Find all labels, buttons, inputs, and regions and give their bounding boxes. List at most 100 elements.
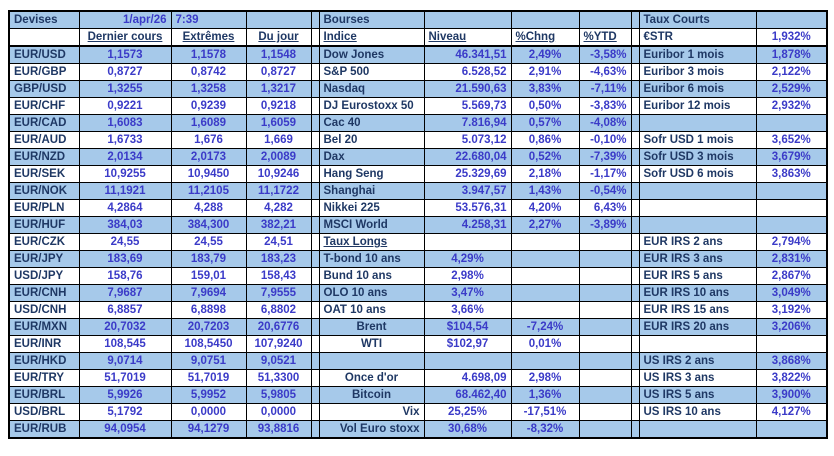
col-header-indice: Indice bbox=[318, 28, 425, 47]
bond-label: OLO 10 ans bbox=[318, 284, 425, 302]
empty-cell bbox=[638, 335, 757, 353]
currency-day: 10,9246 bbox=[245, 165, 312, 183]
index-name: Dax bbox=[318, 148, 425, 166]
index-chng: 2,27% bbox=[510, 216, 580, 234]
empty-cell bbox=[510, 10, 580, 29]
empty-cell bbox=[510, 267, 580, 285]
commodity-chng: 0,01% bbox=[510, 335, 580, 353]
index-level: 25.329,69 bbox=[423, 165, 512, 183]
index-ytd: -0,54% bbox=[578, 182, 632, 200]
currency-day: 2,0089 bbox=[245, 148, 312, 166]
rate-label: Euribor 12 mois bbox=[638, 97, 757, 115]
rate-label: Sofr USD 1 mois bbox=[638, 131, 757, 149]
index-ytd: -0,10% bbox=[578, 131, 632, 149]
rate-value: 2,831% bbox=[755, 250, 828, 268]
bond-yield: 3,47% bbox=[423, 284, 512, 302]
section-separator bbox=[310, 199, 320, 217]
table-row: EUR/AUD 1,6733 1,676 1,669 Bel 20 5.073,12 0,8… bbox=[8, 131, 828, 149]
empty-cell bbox=[638, 420, 757, 439]
section-separator bbox=[310, 284, 320, 302]
commodity-value: $104,54 bbox=[423, 318, 512, 336]
section-separator bbox=[630, 80, 640, 98]
taux-courts-section-title: Taux Courts bbox=[638, 10, 757, 29]
empty-cell bbox=[755, 199, 828, 217]
currency-extremes: 0,9239 bbox=[170, 97, 247, 115]
empty-cell bbox=[510, 284, 580, 302]
currency-last: 4,2864 bbox=[78, 199, 172, 217]
section-separator bbox=[310, 369, 320, 387]
currency-extremes: 7,9694 bbox=[170, 284, 247, 302]
currency-last: 11,1921 bbox=[78, 182, 172, 200]
currency-day: 4,282 bbox=[245, 199, 312, 217]
section-separator bbox=[630, 45, 640, 64]
bourses-section-title: Bourses bbox=[318, 10, 425, 29]
index-level: 7.816,94 bbox=[423, 114, 512, 132]
empty-cell bbox=[578, 369, 632, 387]
index-chng: 3,83% bbox=[510, 80, 580, 98]
commodity-label: Vix bbox=[318, 403, 425, 421]
empty-cell bbox=[510, 233, 580, 251]
bond-yield: 3,66% bbox=[423, 301, 512, 319]
index-ytd: -4,63% bbox=[578, 63, 632, 81]
index-name: Hang Seng bbox=[318, 165, 425, 183]
rate-label: EUR IRS 5 ans bbox=[638, 267, 757, 285]
rate-label: Sofr USD 3 mois bbox=[638, 148, 757, 166]
empty-cell bbox=[638, 199, 757, 217]
table-row: EUR/RUB 94,0954 94,1279 93,8816 Vol Euro sto… bbox=[8, 420, 828, 439]
currency-extremes: 11,2105 bbox=[170, 182, 247, 200]
section-separator bbox=[310, 267, 320, 285]
index-level: 4.258,31 bbox=[423, 216, 512, 234]
table-row: EUR/CNH 7,9687 7,9694 7,9555 OLO 10 ans 3,47%… bbox=[8, 284, 828, 302]
empty-cell bbox=[638, 216, 757, 234]
index-name: Dow Jones bbox=[318, 45, 425, 64]
currency-pair: EUR/AUD bbox=[8, 131, 80, 149]
commodity-label: Once d'or bbox=[318, 369, 425, 387]
currency-extremes: 183,79 bbox=[170, 250, 247, 268]
empty-cell bbox=[755, 335, 828, 353]
currency-last: 5,1792 bbox=[78, 403, 172, 421]
rate-value: 3,049% bbox=[755, 284, 828, 302]
index-name: Nikkei 225 bbox=[318, 199, 425, 217]
devises-section-title: Devises bbox=[8, 10, 80, 29]
section-separator bbox=[630, 318, 640, 336]
empty-cell bbox=[578, 267, 632, 285]
index-name: Bel 20 bbox=[318, 131, 425, 149]
table-row: EUR/SEK 10,9255 10,9450 10,9246 Hang Seng 25.… bbox=[8, 165, 828, 183]
currency-last: 20,7032 bbox=[78, 318, 172, 336]
index-level: 6.528,52 bbox=[423, 63, 512, 81]
index-chng: 0,86% bbox=[510, 131, 580, 149]
rate-value: 3,868% bbox=[755, 352, 828, 370]
index-ytd: -7,11% bbox=[578, 80, 632, 98]
currency-last: 0,8727 bbox=[78, 63, 172, 81]
rate-label: Euribor 6 mois bbox=[638, 80, 757, 98]
currency-day: 1,1548 bbox=[245, 45, 312, 64]
section-separator bbox=[310, 28, 320, 47]
table-row: USD/CNH 6,8857 6,8898 6,8802 OAT 10 ans 3,66%… bbox=[8, 301, 828, 319]
currency-extremes: 94,1279 bbox=[170, 420, 247, 439]
section-separator bbox=[630, 28, 640, 47]
rate-label: US IRS 2 ans bbox=[638, 352, 757, 370]
commodity-chng: 2,98% bbox=[510, 369, 580, 387]
commodity-chng: -7,24% bbox=[510, 318, 580, 336]
rate-value: 2,529% bbox=[755, 80, 828, 98]
section-separator bbox=[310, 250, 320, 268]
rate-value: 3,192% bbox=[755, 301, 828, 319]
index-name: Shanghai bbox=[318, 182, 425, 200]
currency-day: 51,3300 bbox=[245, 369, 312, 387]
taux-longs-title: Taux Longs bbox=[318, 233, 425, 251]
empty-cell bbox=[8, 28, 80, 47]
index-ytd: -1,17% bbox=[578, 165, 632, 183]
currency-last: 384,03 bbox=[78, 216, 172, 234]
section-separator bbox=[310, 114, 320, 132]
currency-pair: EUR/CZK bbox=[8, 233, 80, 251]
currency-pair: EUR/NZD bbox=[8, 148, 80, 166]
commodity-value: 25,25% bbox=[423, 403, 512, 421]
section-separator bbox=[630, 233, 640, 251]
rate-value: 3,679% bbox=[755, 148, 828, 166]
currency-last: 6,8857 bbox=[78, 301, 172, 319]
section-separator bbox=[630, 165, 640, 183]
section-separator bbox=[630, 199, 640, 217]
empty-cell bbox=[755, 114, 828, 132]
currency-extremes: 10,9450 bbox=[170, 165, 247, 183]
table-row: EUR/GBP 0,8727 0,8742 0,8727 S&P 500 6.528,52… bbox=[8, 63, 828, 81]
